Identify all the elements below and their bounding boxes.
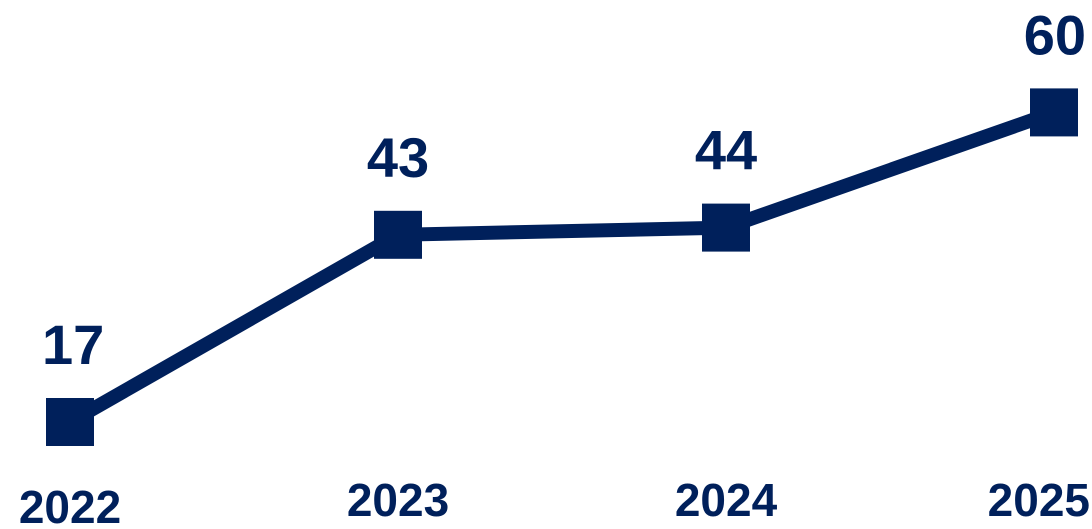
data-point-2023 [374,210,422,259]
marker-layer [46,88,1078,446]
x-tick-label-2023: 2023 [347,474,449,526]
data-label-2022: 17 [42,313,104,376]
series-line [66,105,1057,429]
series-line-layer [66,105,1057,429]
data-label-2024: 44 [695,119,757,182]
x-tick-label-2022: 2022 [19,481,121,529]
x-axis-tick-layer: 2022 2023 2024 2025 [19,474,1090,529]
data-label-layer: 17 43 44 60 [42,3,1086,376]
x-tick-label-2024: 2024 [675,474,778,526]
data-label-2023: 43 [367,126,429,189]
data-point-2025 [1030,88,1078,137]
data-label-2025: 60 [1024,3,1086,66]
data-point-2024 [702,203,750,252]
x-tick-label-2025: 2025 [988,474,1090,526]
data-point-2022 [46,398,94,446]
